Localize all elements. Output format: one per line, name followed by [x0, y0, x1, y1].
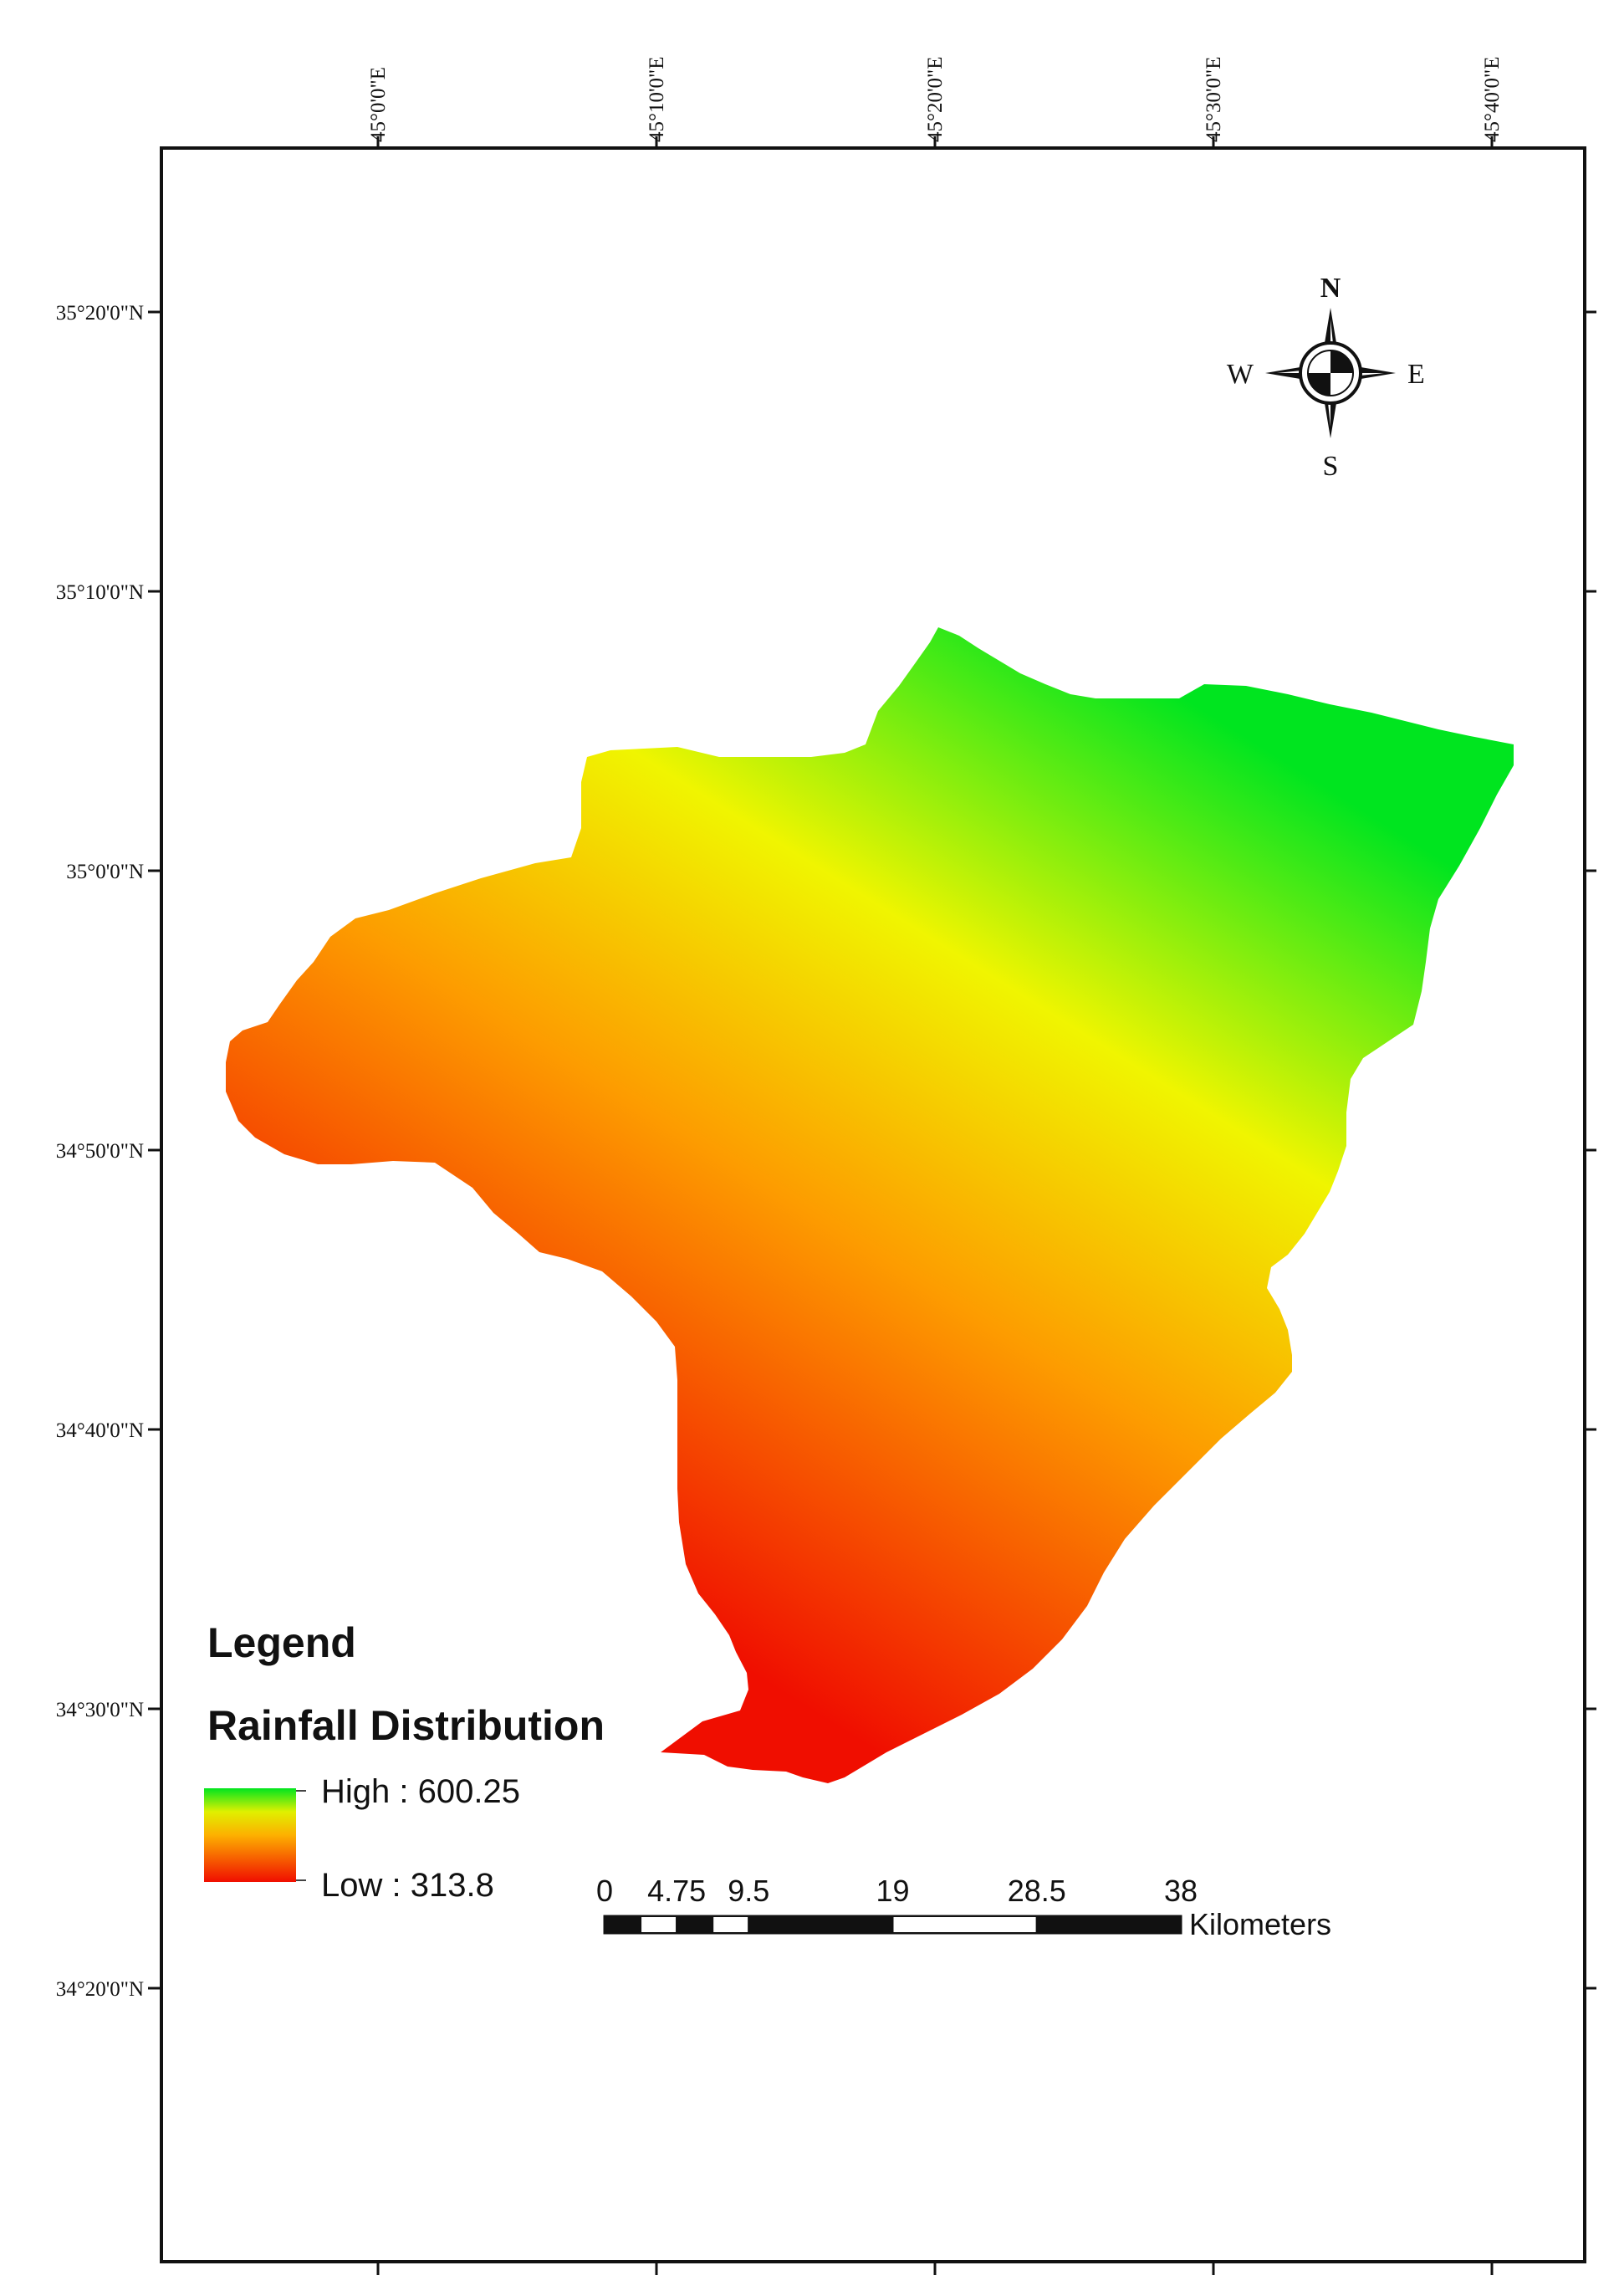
longitude-label: 45°30'0"E: [1203, 57, 1225, 142]
compass-west: W: [1227, 359, 1254, 390]
longitude-label: 45°20'0"E: [924, 57, 947, 142]
north-arrow-icon: N S E W: [1227, 273, 1425, 482]
latitude-label: 35°20'0"N: [56, 302, 144, 325]
scale-bar-tick-label: 4.75: [647, 1874, 706, 1908]
legend-color-ramp: [204, 1788, 296, 1882]
latitude-ticks: [148, 310, 1596, 1990]
compass-east: E: [1407, 359, 1425, 390]
compass-south: S: [1323, 451, 1339, 482]
latitude-labels-left: 35°20'0"N 35°10'0"N 35°0'0"N 34°50'0"N 34°40…: [56, 302, 144, 2001]
longitude-label: 45°0'0"E: [367, 67, 390, 142]
latitude-label: 34°50'0"N: [56, 1140, 144, 1163]
scale-bar-tick-label: 0: [596, 1874, 613, 1908]
latitude-label: 34°20'0"N: [56, 1978, 144, 2001]
legend-title: Legend: [207, 1619, 356, 1666]
longitude-ticks: [376, 136, 1494, 2275]
scale-bar-segment: [676, 1915, 714, 1934]
longitude-label: 45°40'0"E: [1481, 57, 1504, 142]
scale-bar-segment: [640, 1915, 678, 1934]
scale-bar-unit: Kilometers: [1189, 1907, 1331, 1941]
scale-bar-tick-label: 38: [1164, 1874, 1198, 1908]
scale-bar-tick-label: 9.5: [728, 1874, 769, 1908]
legend-low-label: Low : 313.8: [321, 1867, 494, 1904]
scale-bar-segment: [712, 1915, 750, 1934]
scale-bar-tick-label: 19: [876, 1874, 909, 1908]
latitude-label: 34°40'0"N: [56, 1419, 144, 1442]
legend-high-label: High : 600.25: [321, 1773, 520, 1810]
scale-bar-segment: [604, 1915, 642, 1934]
scale-bar-segment: [748, 1915, 894, 1934]
rainfall-area: [226, 627, 1514, 1783]
longitude-label: 45°10'0"E: [646, 57, 668, 142]
legend: Legend Rainfall Distribution High : 600.…: [204, 1619, 605, 1904]
compass-north: N: [1320, 273, 1341, 304]
scale-bar-segment: [891, 1915, 1038, 1934]
scale-bar-tick-label: 28.5: [1008, 1874, 1066, 1908]
scale-bar-segment: [1035, 1915, 1182, 1934]
latitude-label: 35°0'0"N: [66, 861, 144, 883]
latitude-label: 34°30'0"N: [56, 1699, 144, 1721]
latitude-label: 35°10'0"N: [56, 581, 144, 604]
legend-layer-name: Rainfall Distribution: [207, 1702, 605, 1749]
longitude-labels-top: 45°0'0"E 45°10'0"E 45°20'0"E 45°30'0"E 45°40…: [367, 57, 1504, 142]
